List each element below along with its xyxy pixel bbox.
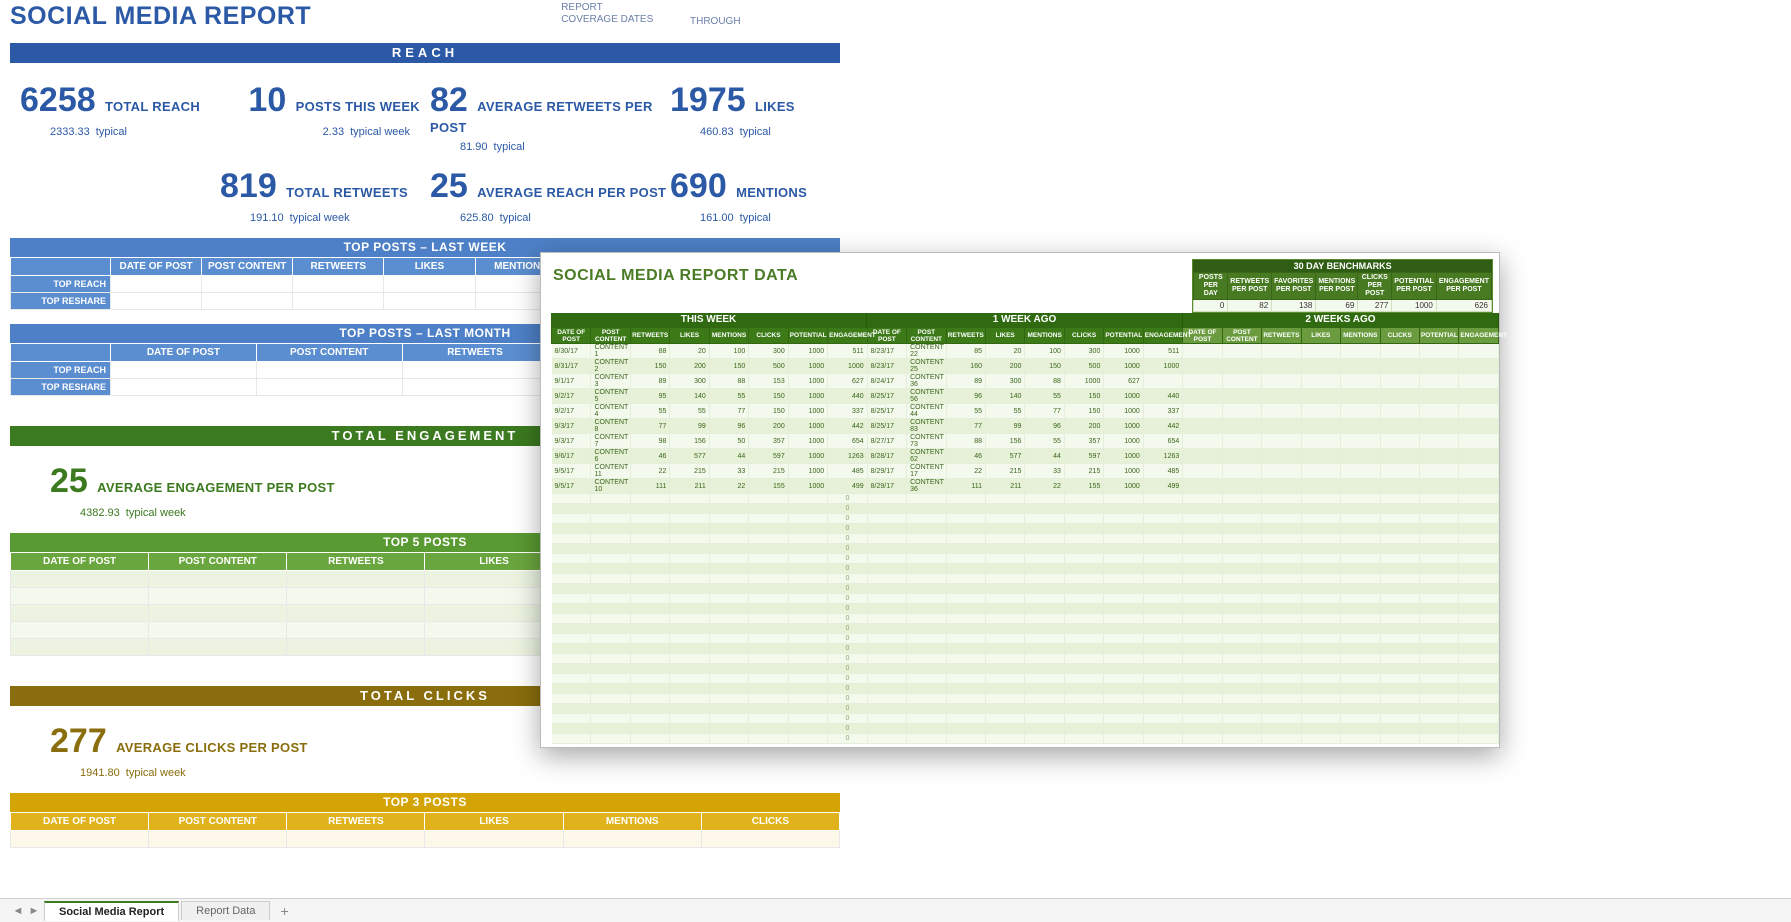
sheet-tab-bar: ◄ ► Social Media Report Report Data + [0, 898, 1791, 922]
reach-metrics: 6258 TOTAL REACH 2333.33typical 10 POSTS… [10, 81, 840, 224]
metric-label: AVERAGE ENGAGEMENT PER POST [97, 480, 335, 495]
metric-value: 25 [50, 462, 88, 501]
tab-social-media-report[interactable]: Social Media Report [44, 901, 179, 921]
data-sheet-overlay: SOCIAL MEDIA REPORT DATA 30 DAY BENCHMAR… [540, 252, 1500, 748]
metric-value: 6258 [20, 81, 96, 120]
data-table: DATE OF POSTPOST CONTENTRETWEETSLIKESMEN… [551, 327, 1499, 744]
coverage-labels: REPORT COVERAGE DATES [561, 2, 653, 26]
tab-next-icon[interactable]: ► [26, 905, 42, 917]
metric-label: AVERAGE CLICKS PER POST [116, 740, 308, 755]
coverage-through: THROUGH [690, 16, 741, 27]
top3-header: TOP 3 POSTS [10, 793, 840, 812]
top3-table: DATE OF POSTPOST CONTENT RETWEETSLIKES M… [10, 812, 840, 848]
tab-prev-icon[interactable]: ◄ [10, 905, 26, 917]
metric-label: TOTAL REACH [105, 99, 200, 114]
metric-value: 277 [50, 722, 107, 761]
add-sheet-icon[interactable]: + [280, 903, 288, 919]
report-title: SOCIAL MEDIA REPORT [10, 2, 311, 31]
tab-report-data[interactable]: Report Data [181, 901, 270, 920]
week-headers: THIS WEEK 1 WEEK AGO 2 WEEKS AGO [551, 313, 1499, 327]
benchmark-box: 30 DAY BENCHMARKS POSTS PER DAYRETWEETS … [1192, 259, 1493, 313]
reach-band: REACH [10, 43, 840, 63]
